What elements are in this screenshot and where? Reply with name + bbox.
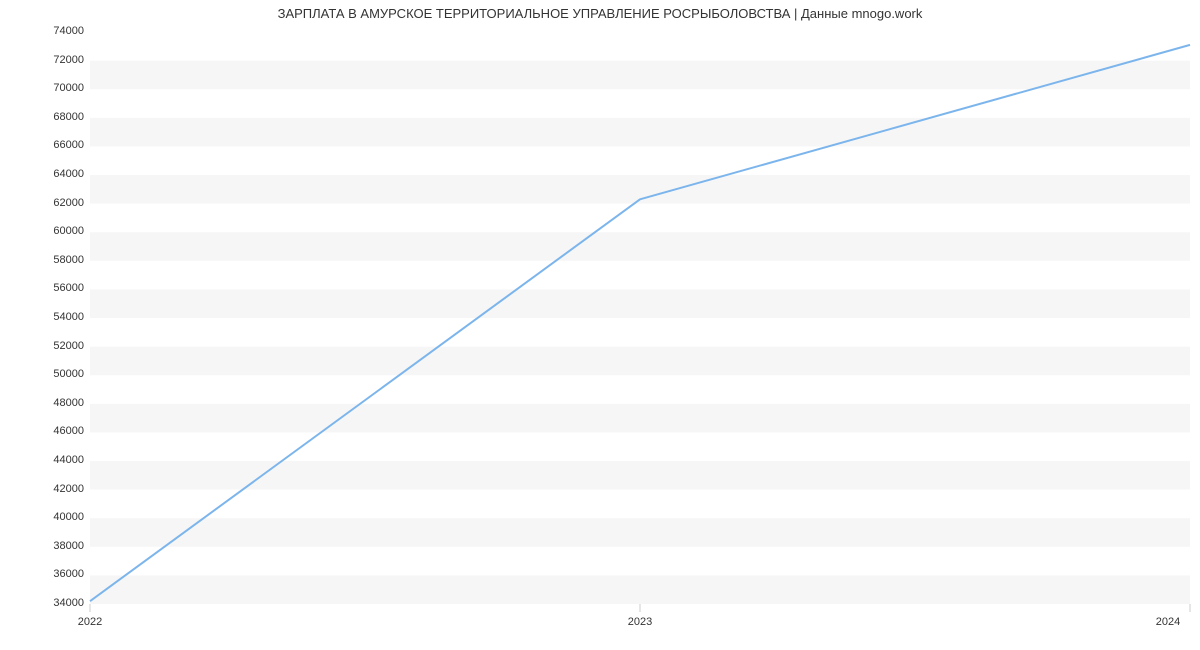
plot-area <box>90 32 1190 604</box>
y-tick-label: 74000 <box>24 25 84 37</box>
y-tick-label: 46000 <box>24 425 84 437</box>
y-tick-label: 34000 <box>24 597 84 609</box>
grid-band <box>90 490 1190 519</box>
y-tick-label: 42000 <box>24 483 84 495</box>
y-tick-label: 50000 <box>24 368 84 380</box>
y-tick-label: 72000 <box>24 54 84 66</box>
chart-title: ЗАРПЛАТА В АМУРСКОЕ ТЕРРИТОРИАЛЬНОЕ УПРА… <box>0 6 1200 21</box>
grid-band <box>90 432 1190 461</box>
grid-band <box>90 32 1190 61</box>
grid-band <box>90 61 1190 90</box>
y-tick-label: 70000 <box>24 82 84 94</box>
y-tick-label: 54000 <box>24 311 84 323</box>
y-tick-label: 52000 <box>24 340 84 352</box>
grid-band <box>90 89 1190 118</box>
grid-band <box>90 318 1190 347</box>
y-tick-label: 56000 <box>24 282 84 294</box>
grid-band <box>90 204 1190 233</box>
y-tick-label: 44000 <box>24 454 84 466</box>
x-tick-label: 2024 <box>1138 616 1198 628</box>
y-tick-label: 60000 <box>24 225 84 237</box>
grid-band <box>90 461 1190 490</box>
y-tick-label: 48000 <box>24 397 84 409</box>
grid-band <box>90 547 1190 576</box>
y-tick-label: 36000 <box>24 568 84 580</box>
y-tick-label: 62000 <box>24 197 84 209</box>
grid-band <box>90 118 1190 147</box>
grid-band <box>90 261 1190 290</box>
y-tick-label: 38000 <box>24 540 84 552</box>
x-tick-label: 2022 <box>60 616 120 628</box>
grid-band <box>90 232 1190 261</box>
grid-band <box>90 146 1190 175</box>
y-tick-label: 58000 <box>24 254 84 266</box>
y-tick-label: 68000 <box>24 111 84 123</box>
grid-band <box>90 575 1190 604</box>
y-tick-label: 66000 <box>24 139 84 151</box>
grid-band <box>90 347 1190 376</box>
grid-band <box>90 375 1190 404</box>
grid-band <box>90 518 1190 547</box>
chart-container: ЗАРПЛАТА В АМУРСКОЕ ТЕРРИТОРИАЛЬНОЕ УПРА… <box>0 0 1200 650</box>
y-tick-label: 40000 <box>24 511 84 523</box>
x-tick-label: 2023 <box>610 616 670 628</box>
chart-svg <box>90 32 1190 604</box>
grid-band <box>90 289 1190 318</box>
y-tick-label: 64000 <box>24 168 84 180</box>
grid-band <box>90 404 1190 433</box>
